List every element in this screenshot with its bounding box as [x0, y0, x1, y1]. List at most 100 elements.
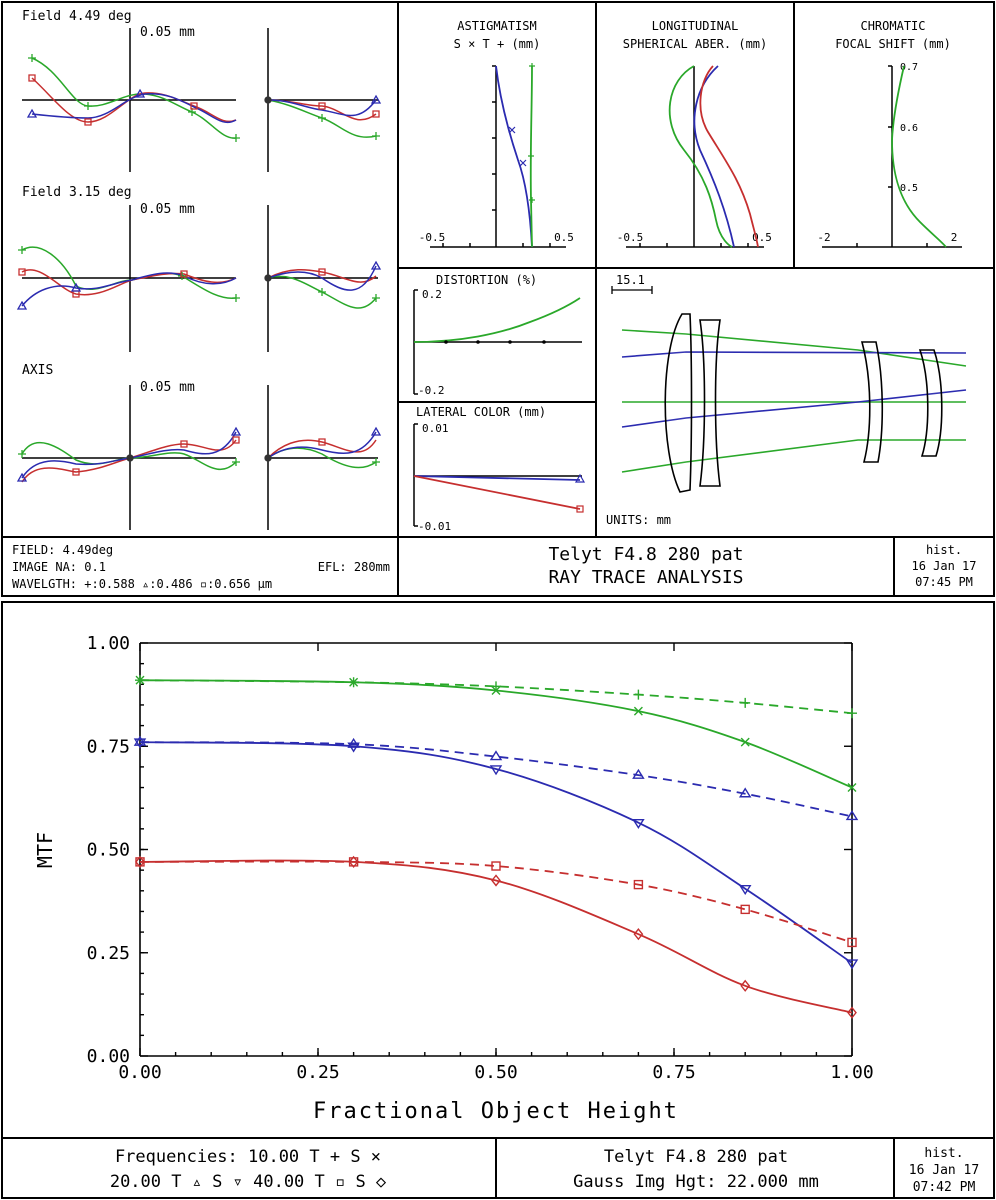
fan-field2-tangential [21, 246, 237, 307]
astig-xmax: 0.5 [554, 231, 574, 244]
chrom-xmax: 2 [951, 231, 958, 244]
astig-markers-s [508, 126, 527, 167]
distortion-dots [444, 340, 546, 344]
longit-title1: LONGITUDINAL [652, 19, 739, 33]
distortion-ymin: -0.2 [418, 384, 445, 397]
chromatic-focal-shift-plot: CHROMATIC FOCAL SHIFT (mm) -2 2 0.7 0.6 … [817, 19, 962, 248]
data-point [847, 783, 857, 793]
data-point [135, 855, 145, 869]
fan-field2-sagittal [267, 265, 377, 309]
mtf-footer-hist: hist. [924, 1146, 963, 1161]
data-point [633, 706, 643, 716]
chrom-y1: 0.7 [900, 62, 918, 73]
layout-units: UNITS: mm [606, 513, 671, 527]
data-point [633, 689, 644, 700]
data-point [847, 937, 857, 948]
data-point [847, 1006, 857, 1019]
chrom-y2: 0.6 [900, 123, 918, 134]
data-point [845, 810, 859, 821]
axis-label: AXIS [22, 363, 53, 378]
data-point [738, 885, 752, 896]
astig-xmin: -0.5 [419, 231, 446, 244]
footer-wavelength: WAVELGTH: +:0.588 ▵:0.486 ▫:0.656 µm [12, 577, 272, 591]
mtf-footer-freq1: Frequencies: 10.00 T + S × [115, 1147, 381, 1167]
series-line-3 [139, 741, 853, 964]
y-tick-label: 0.50 [87, 840, 130, 861]
field2-scale: 0.05 mm [140, 202, 195, 217]
distortion-plot: DISTORTION (%) 0.2 -0.2 [413, 273, 582, 397]
series-line-1 [139, 679, 853, 789]
lateral-color-plot: LATERAL COLOR (mm) 0.01 -0.01 [413, 405, 586, 533]
lens-layout: 15.1 UNITS: mm [606, 273, 967, 527]
distortion-ymax: 0.2 [422, 288, 442, 301]
data-point [349, 677, 359, 687]
footer-efl: EFL: 280mm [318, 560, 390, 574]
x-tick-label: 0.25 [296, 1062, 339, 1083]
mtf-footer: Frequencies: 10.00 T + S × 20.00 T ▵ S ▿… [110, 1146, 979, 1195]
y-tick-label: 1.00 [87, 633, 130, 654]
data-point [491, 861, 501, 871]
footer-field: FIELD: 4.49deg [12, 543, 113, 557]
lateral-red-line [413, 475, 581, 510]
data-point [632, 818, 645, 829]
x-tick-label: 0.75 [652, 1062, 695, 1083]
footer-title1: Telyt F4.8 280 pat [548, 544, 743, 565]
astigmatism-plot: ASTIGMATISM S × T + (mm) -0.5 0.5 [419, 19, 574, 248]
fan-field1-tangential [31, 57, 237, 139]
astig-tangential-curve [529, 65, 533, 248]
mtf-footer-time: 07:42 PM [913, 1180, 976, 1195]
chrom-curve [891, 65, 947, 248]
astig-title2: S × T + (mm) [454, 37, 541, 51]
fan-markers [16, 54, 382, 482]
x-tick-label: 0.00 [118, 1062, 161, 1083]
data-point [491, 874, 501, 887]
mtf-footer-date: 16 Jan 17 [909, 1163, 979, 1178]
ray-trace-panel [1, 1, 995, 597]
data-point [133, 735, 147, 746]
mtf-footer-title1: Telyt F4.8 280 pat [604, 1147, 788, 1167]
data-point [133, 738, 147, 749]
data-point [740, 904, 750, 915]
mtf-footer-freq2: 20.00 T ▵ S ▿ 40.00 T ▫ S ◇ [110, 1172, 387, 1192]
chrom-y3: 0.5 [900, 183, 918, 194]
data-point [347, 742, 360, 753]
footer-hist: hist. [926, 543, 962, 557]
footer-title2: RAY TRACE ANALYSIS [548, 567, 743, 588]
series-line-4 [139, 860, 853, 944]
fan-axis-sagittal [267, 431, 377, 469]
footer-date: 16 Jan 17 [911, 559, 976, 573]
data-point [135, 675, 145, 685]
longit-xmin: -0.5 [617, 231, 644, 244]
field2-label: Field 3.15 deg [22, 185, 132, 200]
ray-fan-plots: Field 4.49 deg 0.05 mm Field 3.15 deg 0.… [16, 9, 382, 530]
longit-title2: SPHERICAL ABER. (mm) [623, 37, 768, 51]
series-line-5 [139, 859, 853, 1014]
mtf-panel [1, 601, 995, 1199]
longit-green-curve [668, 65, 733, 248]
field1-label: Field 4.49 deg [22, 9, 132, 24]
longitudinal-spherical-plot: LONGITUDINAL SPHERICAL ABER. (mm) -0.5 0… [617, 19, 772, 248]
data-point [632, 768, 645, 779]
data-point [489, 750, 503, 761]
chrom-xmin: -2 [817, 231, 830, 244]
data-point [738, 787, 752, 798]
series-line-2 [139, 741, 853, 818]
astig-markers-t [528, 63, 535, 203]
distortion-title: DISTORTION (%) [436, 273, 537, 287]
footer-time: 07:45 PM [915, 575, 973, 589]
lateral-ymin: -0.01 [418, 520, 451, 533]
data-point [740, 697, 751, 708]
layout-scale: 15.1 [616, 273, 645, 287]
astig-title1: ASTIGMATISM [457, 19, 536, 33]
lateral-blue-line [413, 475, 581, 481]
data-point [633, 879, 644, 890]
chrom-title1: CHROMATIC [860, 19, 925, 33]
y-tick-label: 0.25 [87, 943, 130, 964]
x-tick-label: 1.00 [830, 1062, 873, 1083]
data-point [489, 765, 503, 776]
mtf-chart: 0.00 0.25 0.50 0.75 1.00 0.00 0.25 0.50 0.75 1.00… [33, 633, 874, 1124]
data-point [845, 959, 859, 970]
footer-na: IMAGE NA: 0.1 [12, 560, 106, 574]
layout-rays [621, 329, 967, 473]
